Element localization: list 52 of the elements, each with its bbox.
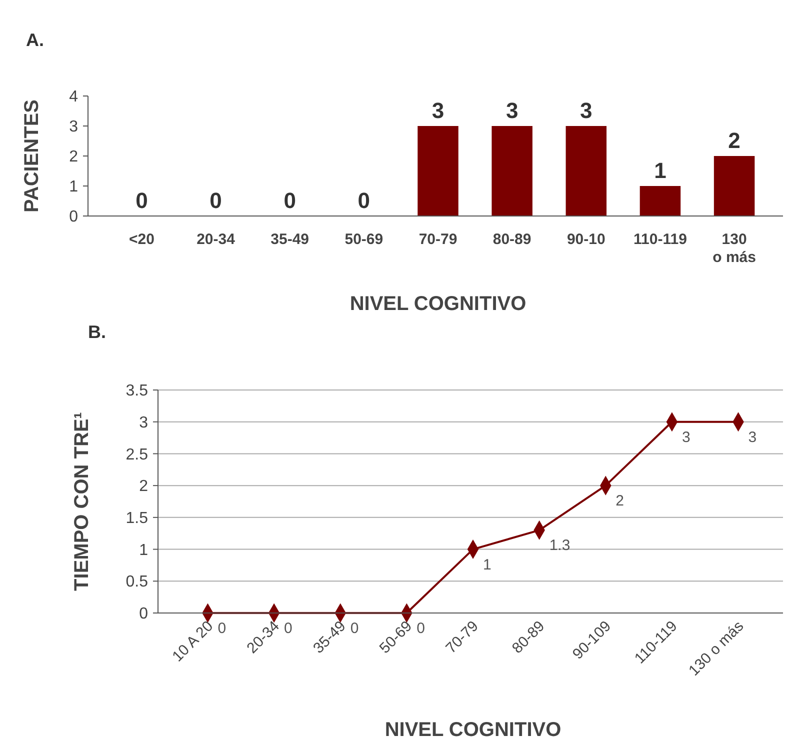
y-tick-label: 0 [139,606,148,623]
bar [640,186,681,216]
data-label: 1 [483,556,492,574]
y-tick-label: 4 [69,88,78,106]
data-label: 3 [682,428,690,446]
y-tick-label: 1.5 [126,510,148,528]
data-label: 0 [210,188,222,213]
data-label: 0 [284,620,292,637]
y-tick-label: 0 [69,208,78,226]
y-axis-title: TIEMPO CON TRE¹ [71,412,93,591]
x-tick-label: 130 o más [712,231,756,266]
chart-title: B. [88,322,106,342]
x-tick-label: 35-49 [270,231,310,248]
x-tick-label: 130 o más [686,618,748,680]
data-label: 0 [284,188,296,213]
data-label: 2 [728,128,740,153]
x-tick-label: 20-34 [196,231,236,248]
bar [714,156,755,216]
y-tick-label: 1 [139,542,148,559]
x-tick-label: 90-10 [566,231,606,248]
bar [566,126,607,216]
y-tick-label: 1 [69,178,78,196]
data-label: 0 [358,188,370,213]
y-axis-title: PACIENTES [21,100,43,212]
x-tick-label: 70-79 [418,231,458,248]
bar [418,126,458,216]
data-label: 3 [432,98,444,123]
x-tick-label: 110-119 [634,231,687,248]
data-label: 0 [416,620,426,637]
data-label: 2 [616,492,624,510]
x-tick-label: <20 [128,231,154,248]
data-label: 0 [350,620,359,637]
data-label: 3 [506,98,518,123]
x-axis-title: NIVEL COGNITIVO [384,719,562,741]
bar [492,126,532,216]
data-label: 1 [654,158,666,183]
y-tick-label: 0.5 [126,574,148,591]
x-tick-label: 80-89 [492,231,532,248]
data-label: 0 [218,620,226,637]
data-label: 3 [580,98,592,123]
y-tick-label: 3.5 [126,382,148,400]
chart-title: A. [26,30,44,50]
x-axis-title: NIVEL COGNITIVO [350,293,526,315]
y-tick-label: 2 [139,478,148,496]
x-tick-label: 10 A 20 [169,618,217,666]
y-tick-label: 2 [69,148,78,166]
y-tick-label: 3 [69,118,78,136]
x-tick-label: 50-69 [344,231,384,248]
data-label: 3 [748,428,757,446]
y-tick-label: 3 [139,414,148,432]
data-label: 1.3 [549,537,570,554]
y-tick-label: 2.5 [126,446,148,464]
